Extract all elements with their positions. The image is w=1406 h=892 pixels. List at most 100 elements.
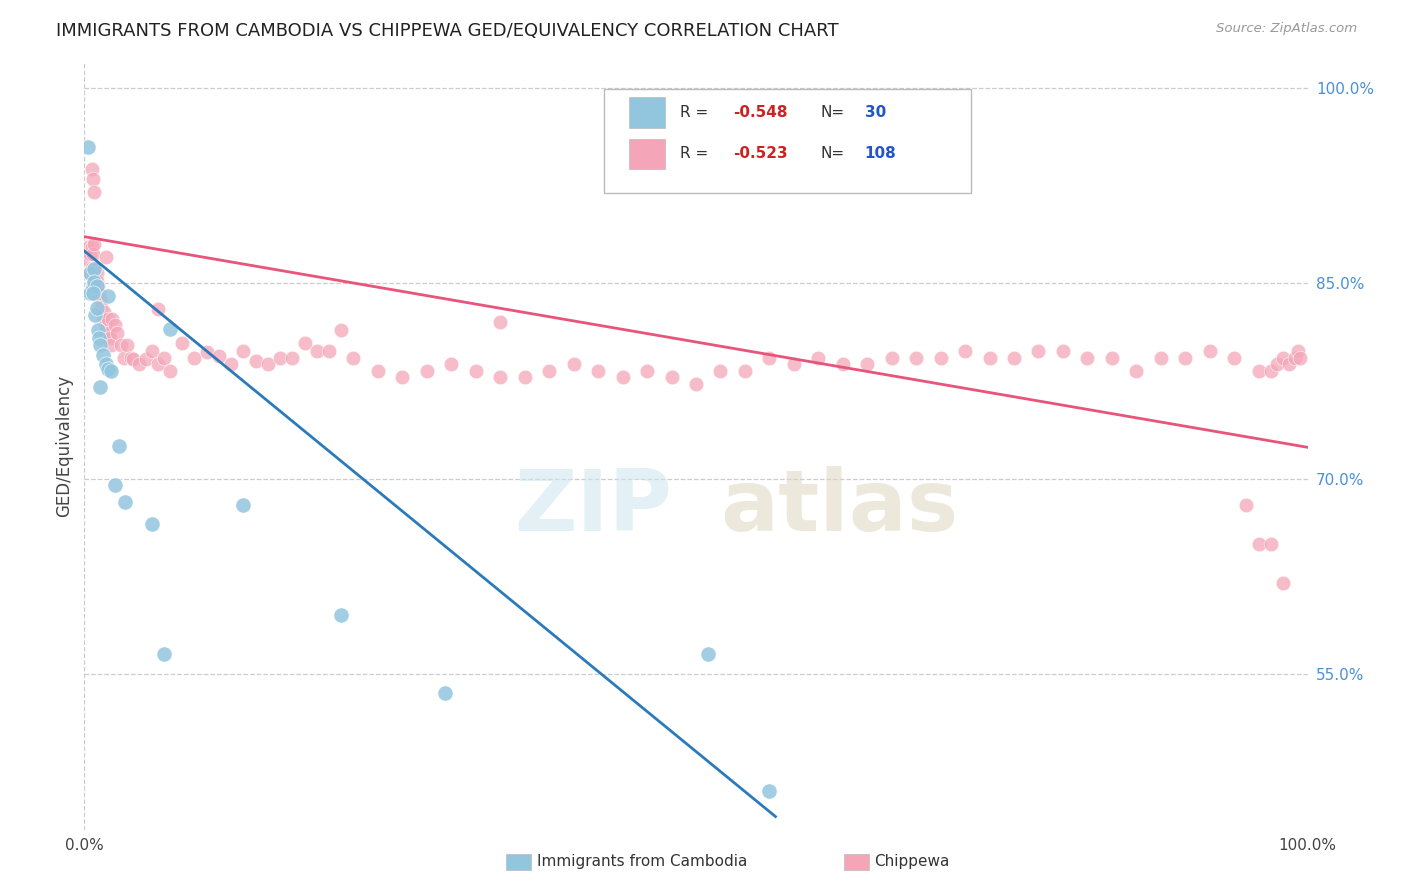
- Point: [219, 357, 242, 371]
- Point: [159, 363, 181, 377]
- Point: [82, 280, 104, 294]
- Point: [79, 266, 101, 280]
- Point: [1278, 357, 1301, 371]
- Point: [84, 308, 107, 322]
- Point: [734, 363, 756, 377]
- Point: [146, 357, 169, 371]
- Point: [758, 783, 780, 797]
- Point: [100, 363, 122, 377]
- Point: [172, 336, 194, 351]
- Point: [1289, 351, 1312, 365]
- Point: [94, 318, 117, 332]
- Point: [1284, 351, 1306, 365]
- Bar: [628, 97, 665, 128]
- Point: [87, 331, 110, 345]
- Point: [96, 251, 118, 265]
- Point: [91, 310, 114, 325]
- Point: [105, 326, 128, 340]
- Point: [208, 349, 231, 363]
- Point: [90, 300, 112, 314]
- Point: [84, 271, 107, 285]
- Point: [905, 351, 928, 365]
- Point: [562, 357, 585, 371]
- Text: N=: N=: [821, 146, 845, 161]
- Point: [1236, 498, 1258, 512]
- Point: [245, 354, 267, 368]
- Point: [783, 357, 806, 371]
- Point: [104, 478, 127, 492]
- Point: [1223, 351, 1246, 365]
- Point: [391, 370, 413, 384]
- Point: [1076, 351, 1098, 365]
- Point: [709, 363, 731, 377]
- Text: Chippewa: Chippewa: [875, 855, 950, 869]
- Point: [86, 274, 108, 288]
- Point: [153, 351, 176, 365]
- Point: [269, 351, 291, 365]
- Point: [79, 285, 101, 300]
- Point: [1101, 351, 1123, 365]
- Point: [807, 351, 830, 365]
- Point: [538, 363, 561, 377]
- Text: 30: 30: [865, 105, 886, 120]
- Point: [83, 260, 105, 275]
- Point: [77, 240, 100, 254]
- Point: [1125, 363, 1147, 377]
- Point: [128, 357, 150, 371]
- Point: [1028, 344, 1050, 359]
- Point: [257, 357, 280, 371]
- Point: [87, 323, 110, 337]
- Point: [83, 262, 105, 277]
- Point: [489, 370, 512, 384]
- Point: [86, 266, 108, 280]
- Point: [96, 357, 118, 371]
- Point: [97, 362, 120, 376]
- Bar: [628, 138, 665, 169]
- Point: [953, 344, 976, 359]
- Point: [82, 172, 104, 186]
- Text: IMMIGRANTS FROM CAMBODIA VS CHIPPEWA GED/EQUIVALENCY CORRELATION CHART: IMMIGRANTS FROM CAMBODIA VS CHIPPEWA GED…: [56, 22, 839, 40]
- Point: [89, 380, 111, 394]
- Point: [1265, 357, 1288, 371]
- Point: [183, 351, 205, 365]
- Point: [141, 344, 163, 359]
- Point: [1260, 363, 1282, 377]
- Point: [114, 495, 136, 509]
- Point: [80, 240, 103, 254]
- Text: ZIP: ZIP: [513, 466, 672, 549]
- Point: [1198, 344, 1220, 359]
- Y-axis label: GED/Equivalency: GED/Equivalency: [55, 375, 73, 517]
- Text: 108: 108: [865, 146, 897, 161]
- Point: [80, 260, 103, 275]
- Point: [232, 498, 254, 512]
- Point: [83, 275, 105, 289]
- Point: [489, 316, 512, 330]
- Point: [135, 351, 157, 366]
- Text: Immigrants from Cambodia: Immigrants from Cambodia: [537, 855, 748, 869]
- Point: [661, 370, 683, 384]
- Point: [93, 305, 115, 319]
- Point: [112, 351, 135, 365]
- FancyBboxPatch shape: [605, 89, 972, 193]
- Point: [87, 285, 110, 300]
- Point: [104, 318, 127, 332]
- Point: [91, 348, 114, 362]
- Point: [342, 351, 364, 365]
- Point: [159, 322, 181, 336]
- Point: [1247, 363, 1270, 377]
- Point: [146, 302, 169, 317]
- Text: -0.548: -0.548: [733, 105, 787, 120]
- Point: [122, 351, 145, 366]
- Point: [1286, 344, 1309, 359]
- Point: [880, 351, 903, 365]
- Point: [115, 337, 138, 351]
- Point: [83, 186, 105, 200]
- Point: [1260, 536, 1282, 550]
- Point: [101, 311, 124, 326]
- Point: [87, 279, 110, 293]
- Point: [79, 246, 101, 260]
- Point: [82, 266, 104, 280]
- Point: [416, 363, 439, 377]
- Point: [1247, 536, 1270, 550]
- Point: [82, 285, 104, 300]
